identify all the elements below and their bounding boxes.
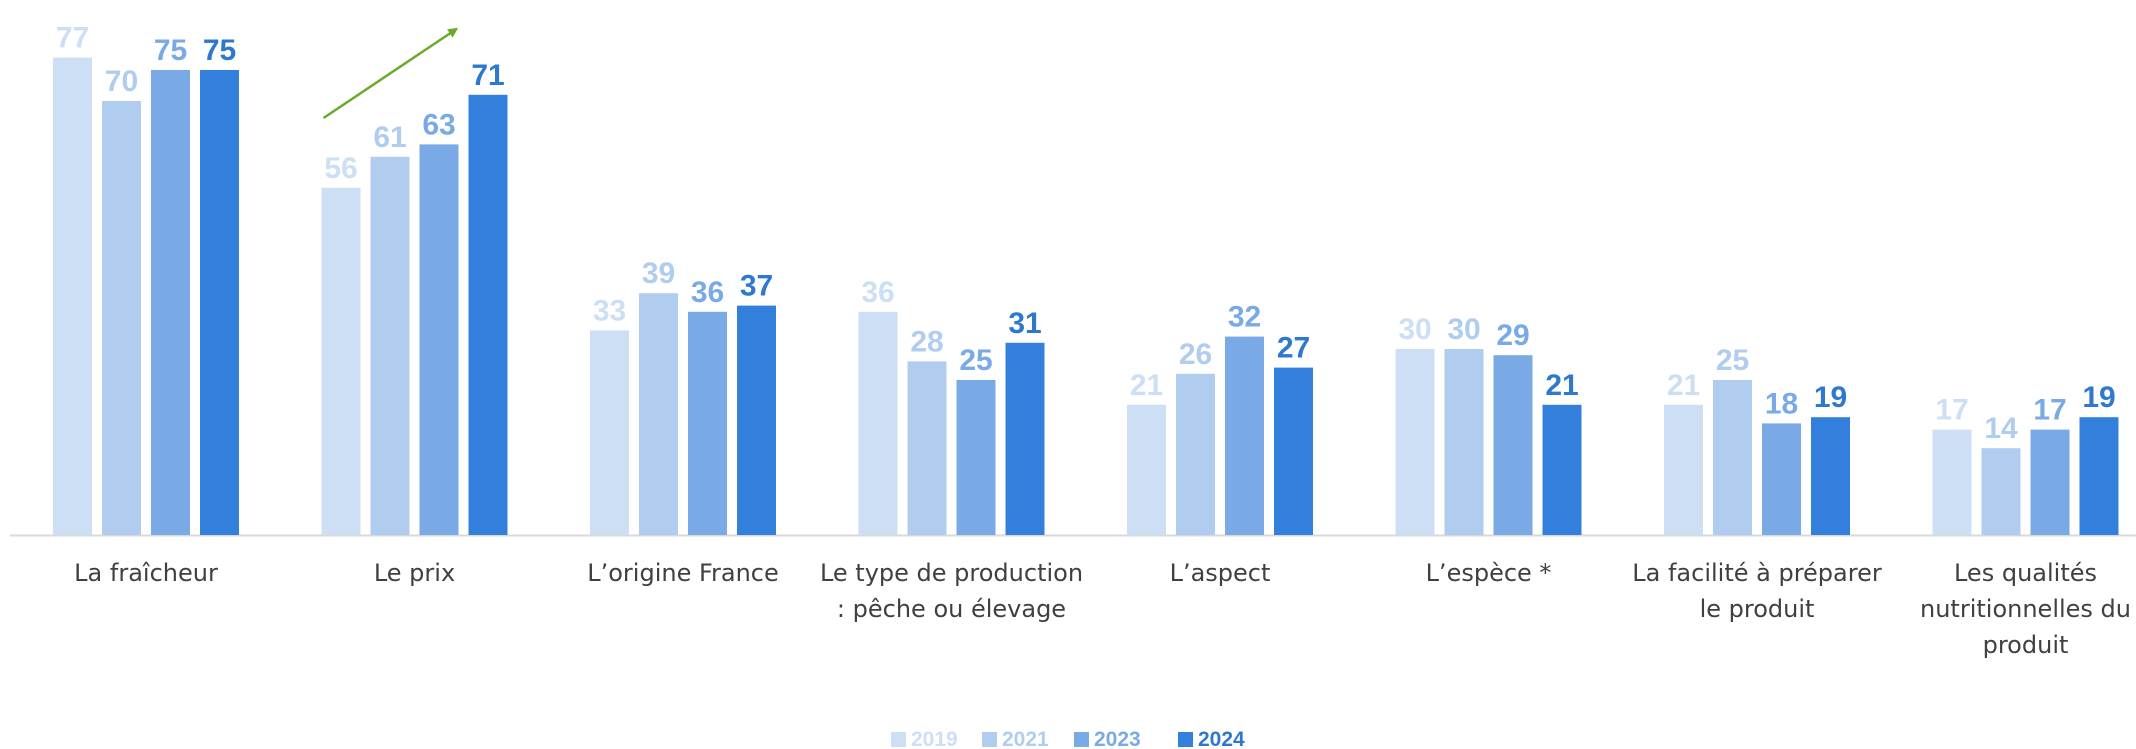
category-label-3: Le type de production: pêche ou élevage — [820, 559, 1083, 623]
legend: 2019 2021 2023 2024 — [891, 728, 1245, 749]
value-label-2021-4: 26 — [1179, 338, 1212, 371]
category-label-7: Les qualités nutritionnelles du produit — [1920, 559, 2131, 659]
value-label-2019-2: 33 — [593, 294, 626, 327]
bar-2024-6 — [1811, 417, 1850, 535]
bar-2019-2 — [590, 330, 629, 535]
bar-2021-2 — [639, 293, 678, 535]
legend-label-2024: 2024 — [1198, 728, 1245, 749]
legend-label-2019: 2019 — [911, 728, 958, 749]
value-label-2023-0: 75 — [154, 34, 187, 67]
category-label-1: Le prix — [374, 559, 455, 587]
legend-swatch-2023 — [1074, 732, 1089, 747]
value-label-2019-6: 21 — [1667, 369, 1700, 402]
value-label-2021-5: 30 — [1447, 313, 1480, 346]
bar-2023-6 — [1762, 423, 1801, 535]
value-label-2021-0: 70 — [105, 65, 138, 98]
bar-2021-7 — [1981, 448, 2021, 535]
annotation-layer — [322, 27, 459, 120]
bar-2024-4 — [1274, 367, 1313, 535]
bar-2021-1 — [370, 156, 410, 536]
category-label-5: L’espèce * — [1426, 559, 1552, 587]
value-labels-layer: 77 70 75 75 56 61 63 71 33 39 36 37 36 28 25 31 21 26 32 27… — [56, 22, 2116, 446]
value-label-2024-1: 71 — [471, 59, 504, 92]
value-label-2024-2: 37 — [740, 270, 773, 303]
bar-2021-4 — [1176, 373, 1215, 535]
bar-2019-4 — [1127, 404, 1166, 535]
bar-2023-3 — [956, 380, 996, 535]
bar-2019-7 — [1932, 429, 1972, 535]
bar-2021-3 — [907, 361, 947, 535]
value-label-2023-5: 29 — [1496, 319, 1529, 352]
bar-2019-6 — [1664, 404, 1703, 535]
bar-2019-1 — [321, 187, 361, 536]
bar-2024-7 — [2079, 417, 2119, 535]
value-label-2023-2: 36 — [691, 276, 724, 309]
value-label-2024-0: 75 — [203, 34, 236, 67]
category-labels-layer: La fraîcheur Le prix L’origine France Le ty… — [74, 559, 2131, 659]
bar-2024-3 — [1005, 342, 1045, 535]
bar-2023-2 — [688, 311, 727, 535]
value-label-2023-6: 18 — [1765, 387, 1798, 420]
bars-layer — [53, 57, 2119, 536]
value-label-2019-0: 77 — [56, 22, 89, 55]
bar-2024-0 — [200, 70, 239, 535]
category-label-2: L’origine France — [587, 559, 779, 587]
bar-2019-5 — [1395, 349, 1435, 535]
value-label-2024-6: 19 — [1814, 381, 1847, 414]
value-label-2024-3: 31 — [1008, 307, 1041, 340]
bar-2023-1 — [419, 144, 459, 535]
legend-swatch-2019 — [891, 732, 906, 747]
bar-2021-5 — [1444, 349, 1484, 535]
legend-swatch-2021 — [982, 732, 997, 747]
value-label-2021-3: 28 — [910, 325, 943, 358]
value-label-2021-2: 39 — [642, 257, 675, 290]
value-label-2019-1: 56 — [324, 152, 357, 185]
bar-2021-0 — [102, 101, 141, 535]
bar-2024-2 — [737, 305, 776, 535]
value-label-2019-4: 21 — [1130, 369, 1163, 402]
value-label-2024-4: 27 — [1277, 332, 1310, 365]
bar-2023-5 — [1493, 355, 1533, 535]
value-label-2024-7: 19 — [2082, 381, 2115, 414]
bar-2023-0 — [151, 70, 190, 535]
bar-2023-7 — [2030, 429, 2070, 535]
bar-2023-4 — [1225, 336, 1264, 535]
value-label-2024-5: 21 — [1545, 369, 1578, 402]
value-label-2021-6: 25 — [1716, 344, 1749, 377]
value-label-2023-3: 25 — [959, 344, 992, 377]
value-label-2023-1: 63 — [422, 108, 455, 141]
bar-2024-5 — [1542, 404, 1582, 535]
value-label-2019-5: 30 — [1398, 313, 1431, 346]
value-label-2019-7: 17 — [1935, 394, 1968, 427]
bar-2021-6 — [1713, 380, 1752, 535]
legend-label-2021: 2021 — [1002, 728, 1049, 749]
bar-2024-1 — [468, 94, 508, 536]
category-label-6: La facilité à préparer le produit — [1632, 559, 1882, 623]
category-label-0: La fraîcheur — [74, 559, 218, 587]
value-label-2021-7: 14 — [1984, 412, 2018, 445]
value-label-2023-4: 32 — [1228, 301, 1261, 334]
trend-arrow — [322, 27, 459, 120]
value-label-2021-1: 61 — [373, 121, 406, 154]
bar-2019-3 — [858, 311, 898, 535]
legend-label-2023: 2023 — [1094, 728, 1141, 749]
bar-2019-0 — [53, 57, 92, 535]
value-label-2019-3: 36 — [861, 276, 894, 309]
value-label-2023-7: 17 — [2033, 394, 2066, 427]
legend-swatch-2024 — [1178, 732, 1193, 747]
category-label-4: L’aspect — [1170, 559, 1271, 587]
